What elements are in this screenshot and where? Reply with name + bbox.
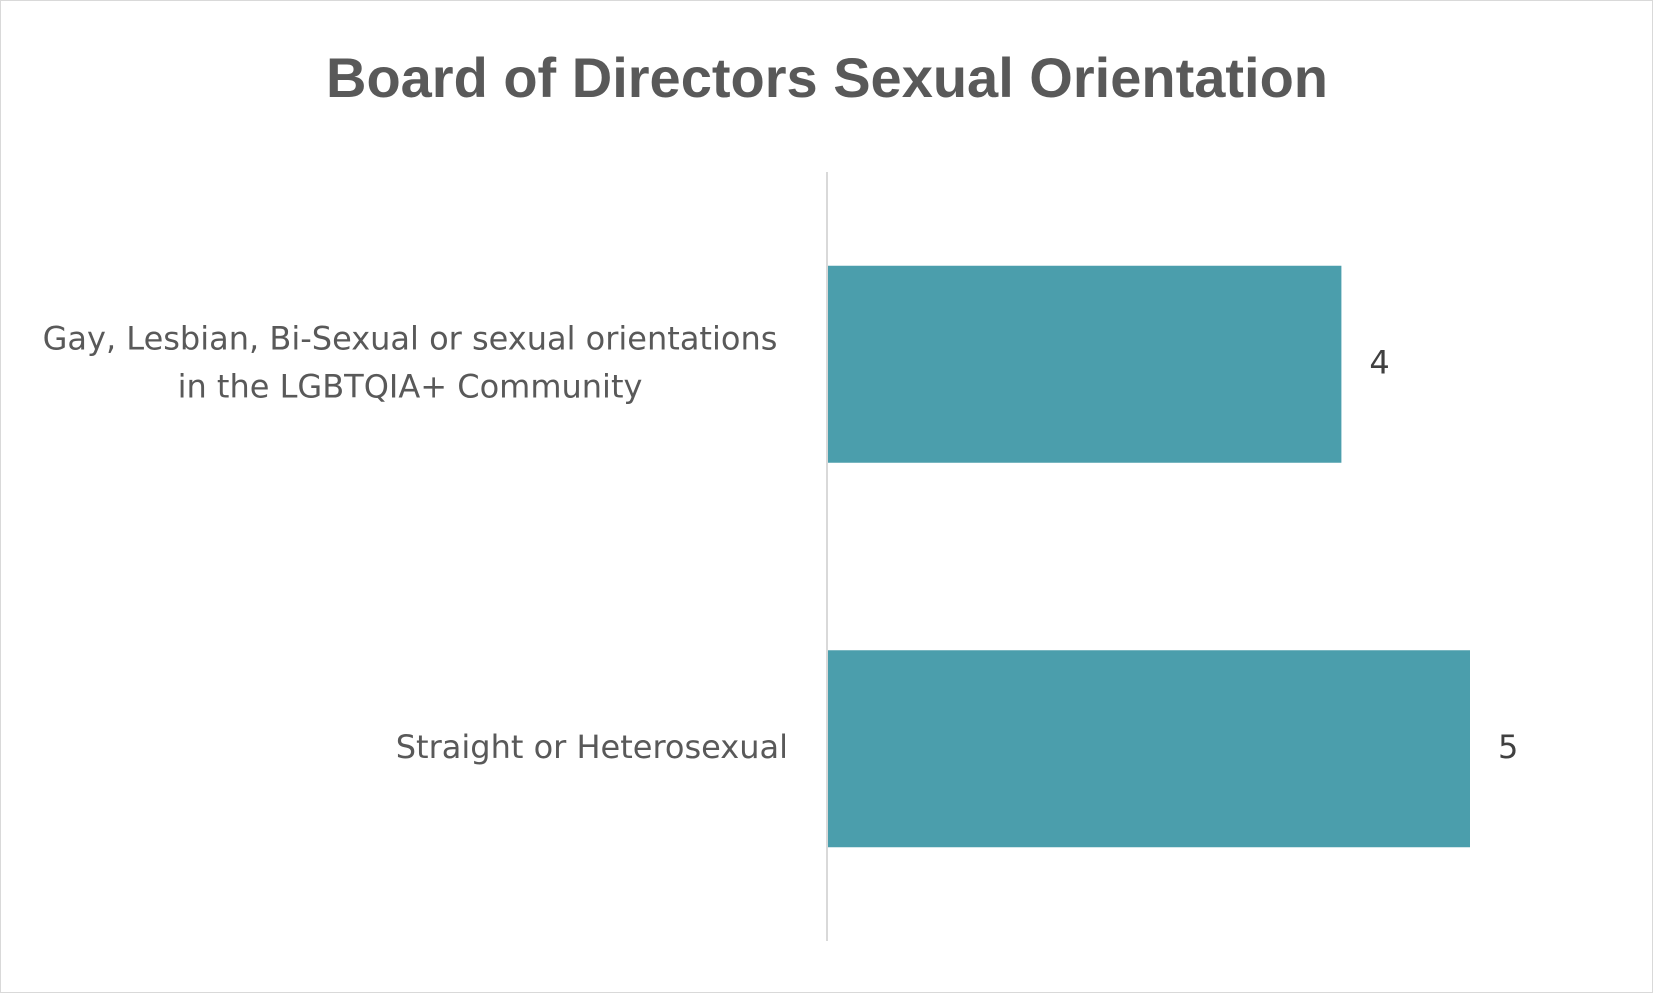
data-labels-group: 45 xyxy=(1369,343,1518,766)
category-label-0-line-0: Gay, Lesbian, Bi-Sexual or sexual orient… xyxy=(43,319,778,357)
data-label-1: 5 xyxy=(1498,728,1518,766)
chart-title: Board of Directors Sexual Orientation xyxy=(326,46,1328,109)
category-label-1: Straight or Heterosexual xyxy=(396,728,788,766)
bars-group xyxy=(827,265,1470,848)
category-label-0: Gay, Lesbian, Bi-Sexual or sexual orient… xyxy=(43,319,778,405)
category-label-0-line-1: in the LGBTQIA+ Community xyxy=(178,367,643,405)
data-label-0: 4 xyxy=(1369,343,1389,381)
bar-1 xyxy=(827,650,1470,848)
bar-0 xyxy=(827,265,1342,463)
category-label-1-line-0: Straight or Heterosexual xyxy=(396,728,788,766)
category-labels-group: Gay, Lesbian, Bi-Sexual or sexual orient… xyxy=(43,319,788,766)
